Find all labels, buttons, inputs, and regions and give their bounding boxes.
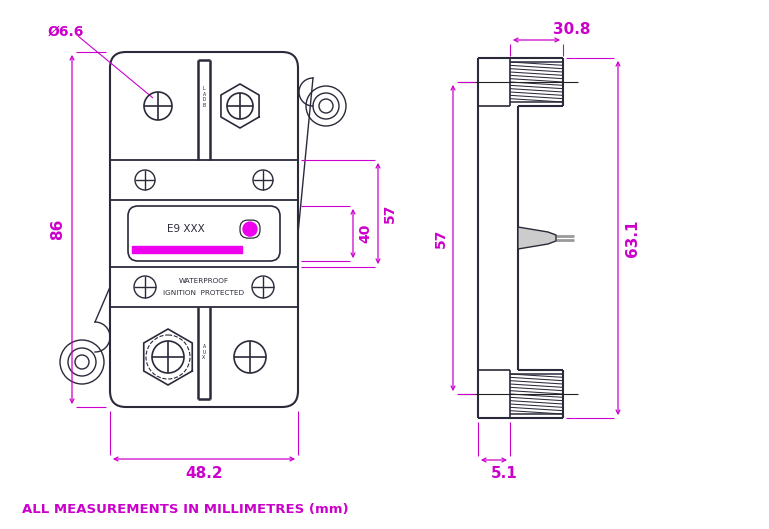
Text: L
A
D
B: L A D B [202,86,205,107]
FancyBboxPatch shape [110,52,298,407]
Text: WATERPROOF: WATERPROOF [179,278,229,284]
Text: IGNITION  PROTECTED: IGNITION PROTECTED [164,290,245,296]
Circle shape [243,222,257,236]
Text: 40: 40 [358,224,372,243]
Text: 57: 57 [383,204,397,223]
FancyBboxPatch shape [240,220,260,238]
Text: A
U
X: A U X [202,344,205,360]
FancyBboxPatch shape [128,206,280,261]
Text: E9 XXX: E9 XXX [167,224,205,234]
Bar [132,245,242,253]
Text: 30.8: 30.8 [553,23,591,38]
Text: 63.1: 63.1 [624,219,640,257]
Text: 48.2: 48.2 [185,466,223,480]
Text: 5.1: 5.1 [491,467,518,481]
Text: Ø6.6: Ø6.6 [48,25,85,39]
Text: 57: 57 [434,229,448,248]
Text: 86: 86 [51,219,65,240]
Polygon shape [518,227,556,249]
Text: ALL MEASUREMENTS IN MILLIMETRES (mm): ALL MEASUREMENTS IN MILLIMETRES (mm) [22,503,348,515]
